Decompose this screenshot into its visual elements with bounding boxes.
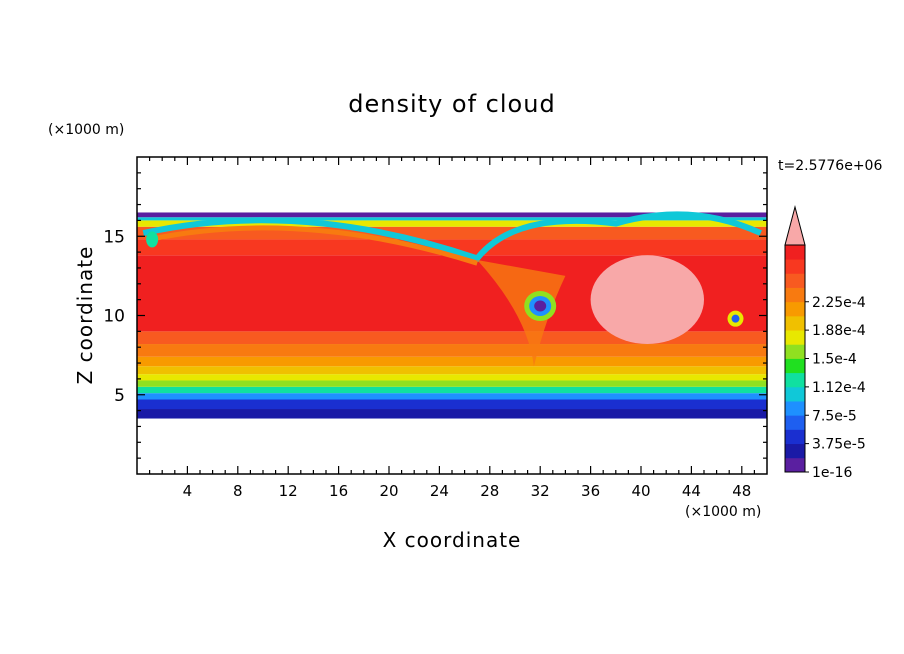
colorbar-swatch: [785, 245, 805, 260]
field-band: [137, 393, 767, 400]
y-tick-label: 15: [103, 227, 125, 247]
colorbar-swatch: [785, 344, 805, 359]
colorbar-swatch: [785, 401, 805, 416]
x-tick-labels: 4 8 12 16 20 24 28 32 36 40 44 48: [183, 482, 752, 500]
colorbar-swatch: [785, 330, 805, 345]
colorbar-label: 1.88e-4: [812, 323, 866, 339]
field-band: [137, 220, 767, 227]
x-tick-label: 8: [233, 482, 243, 500]
field-band: [137, 399, 767, 410]
x-tick-label: 48: [732, 482, 751, 500]
x-tick-label: 20: [379, 482, 398, 500]
y-tick-labels: 5 10 15: [103, 227, 125, 406]
x-axis-label: X coordinate: [383, 528, 522, 552]
colorbar-swatch: [785, 301, 805, 317]
colorbar-label: 7.5e-5: [812, 408, 857, 424]
x-tick-label: 12: [279, 482, 298, 500]
colorbar-swatch: [785, 287, 805, 303]
colorbar-swatch: [785, 443, 805, 459]
field-band: [137, 374, 767, 381]
cloud-top-arch: [142, 211, 762, 262]
colorbar-label: 1.12e-4: [812, 380, 866, 396]
colorbar-label: 2.25e-4: [812, 295, 866, 311]
y-tick-label: 10: [103, 307, 125, 327]
vortex-right: [731, 314, 740, 323]
y-axis-label: Z coordinate: [73, 246, 97, 385]
field-band: [137, 366, 767, 375]
chart-title: density of cloud: [348, 90, 555, 118]
x-tick-label: 24: [430, 482, 449, 500]
time-label: t=2.5776e+06: [778, 158, 882, 174]
colorbar-swatch: [785, 273, 805, 288]
field-band: [137, 380, 767, 387]
field-band: [137, 386, 767, 394]
field-band: [137, 217, 767, 221]
colorbar-labels: 1e-16 3.75e-5 7.5e-5 1.12e-4 1.5e-4 1.88e-4 2.…: [805, 295, 866, 481]
field-band: [137, 212, 767, 218]
colorbar-label: 3.75e-5: [812, 437, 866, 453]
field-band: [137, 356, 767, 367]
x-axis-unit: (×1000 m): [685, 504, 761, 520]
colorbar-extend-triangle: [784, 205, 806, 246]
y-axis-unit: (×1000 m): [48, 122, 124, 138]
downdraft-wedge: [477, 260, 566, 367]
colorbar-label: 1e-16: [812, 465, 852, 481]
field-band: [137, 331, 767, 345]
x-tick-label: 36: [581, 482, 600, 500]
x-tick-label: 28: [480, 482, 499, 500]
colorbar-swatch: [785, 315, 805, 331]
field-layer: [137, 157, 767, 474]
x-tick-label: 32: [531, 482, 550, 500]
colorbar-swatch: [785, 259, 805, 274]
colorbar-swatch: [785, 386, 805, 402]
high-density-patch: [590, 255, 704, 345]
x-tick-label: 40: [631, 482, 650, 500]
x-tick-label: 44: [682, 482, 701, 500]
y-tick-label: 5: [114, 386, 125, 406]
colorbar-label: 1.5e-4: [812, 352, 857, 368]
axis-ticks: [137, 157, 767, 474]
colorbar-swatch: [785, 429, 805, 445]
colorbar: [784, 205, 806, 473]
cloud-top-arch: [149, 225, 478, 266]
x-tick-label: 4: [183, 482, 193, 500]
colorbar-swatch: [785, 358, 805, 374]
colorbar-swatch: [785, 415, 805, 430]
field-band: [137, 409, 767, 419]
field-band: [137, 344, 767, 357]
edge-curl: [146, 231, 159, 248]
colorbar-swatch: [785, 457, 805, 473]
x-tick-label: 16: [329, 482, 348, 500]
colorbar-swatch: [785, 372, 805, 388]
vortex-main: [534, 300, 547, 312]
